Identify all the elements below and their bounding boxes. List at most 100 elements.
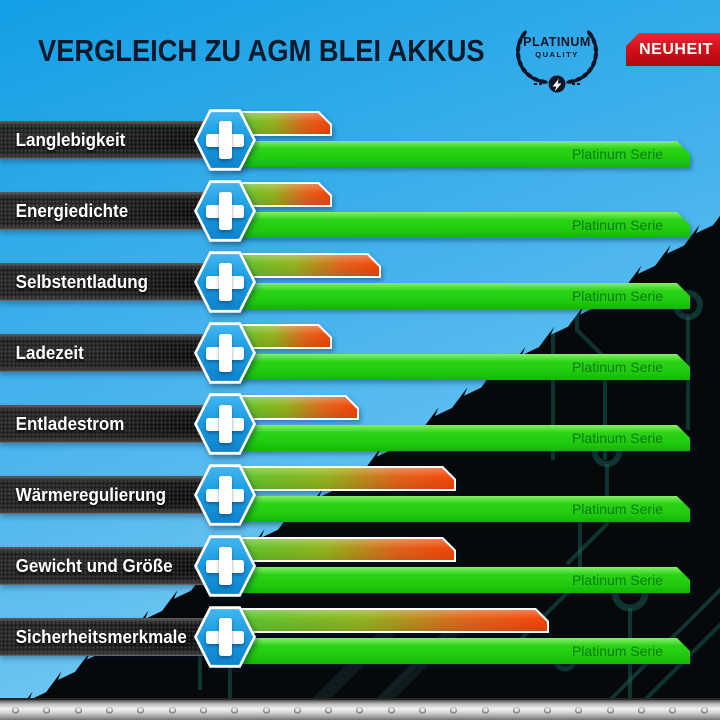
platinum-series-label: Platinum Serie bbox=[571, 146, 663, 162]
feature-label-bar: Sicherheitsmerkmale bbox=[0, 618, 218, 656]
plus-hexagon-icon bbox=[194, 534, 256, 598]
rivet-icon bbox=[231, 706, 239, 714]
agm-bar bbox=[230, 608, 549, 633]
agm-bar-fill bbox=[232, 539, 454, 560]
rivet-icon bbox=[575, 706, 583, 714]
rivet-icon bbox=[638, 706, 646, 714]
rivet-icon bbox=[419, 706, 426, 714]
platinum-series-label: Platinum Serie bbox=[571, 501, 663, 517]
rivet-icon bbox=[168, 706, 176, 714]
platinum-bar-fill: Platinum Serie bbox=[230, 212, 690, 238]
metal-strip bbox=[0, 698, 720, 720]
comparison-row: Gewicht und Größe Platinum Serie bbox=[0, 530, 720, 602]
comparison-row: Entladestrom Platinum Serie bbox=[0, 388, 720, 460]
agm-bar-fill bbox=[232, 184, 330, 205]
rivet-icon bbox=[387, 706, 395, 714]
platinum-series-label: Platinum Serie bbox=[571, 217, 663, 233]
platinum-bar: Platinum Serie bbox=[230, 354, 690, 380]
rivet-icon bbox=[199, 706, 207, 714]
platinum-series-label: Platinum Serie bbox=[571, 643, 663, 659]
rivet-icon bbox=[12, 706, 20, 714]
platinum-bar-fill: Platinum Serie bbox=[230, 638, 690, 664]
platinum-bar: Platinum Serie bbox=[230, 141, 690, 167]
agm-bar bbox=[230, 537, 456, 562]
rivet-icon bbox=[544, 706, 552, 714]
plus-hexagon-icon bbox=[194, 321, 256, 385]
neuheit-ribbon: NEUHEIT bbox=[626, 33, 720, 66]
rivet-icon bbox=[450, 706, 458, 714]
rivet-icon bbox=[137, 706, 145, 714]
comparison-row: Energiedichte Platinum Serie bbox=[0, 175, 720, 247]
comparison-row: Ladezeit Platinum Serie bbox=[0, 317, 720, 389]
platinum-quality-badge: PLATINUM QUALITY bbox=[516, 30, 598, 93]
rivet-icon bbox=[356, 706, 364, 714]
rivet-icon bbox=[481, 706, 489, 714]
platinum-bar: Platinum Serie bbox=[230, 567, 690, 593]
feature-label: Langlebigkeit bbox=[15, 129, 126, 150]
rivet-icon bbox=[43, 706, 51, 714]
badge-line1: PLATINUM bbox=[523, 35, 591, 49]
plus-hexagon-icon bbox=[194, 463, 256, 527]
platinum-bar: Platinum Serie bbox=[230, 212, 690, 238]
feature-label: Wärmeregulierung bbox=[15, 484, 167, 505]
feature-label-bar: Energiedichte bbox=[0, 192, 218, 230]
rivet-icon bbox=[74, 706, 82, 714]
feature-label-bar: Selbstentladung bbox=[0, 263, 218, 301]
agm-bar bbox=[230, 253, 381, 278]
ribbon-label: NEUHEIT bbox=[639, 40, 713, 58]
feature-label-bar: Ladezeit bbox=[0, 334, 218, 372]
platinum-bar-fill: Platinum Serie bbox=[230, 425, 690, 451]
platinum-bar-fill: Platinum Serie bbox=[230, 567, 690, 593]
agm-bar-fill bbox=[232, 397, 357, 418]
agm-bar-fill bbox=[232, 468, 454, 489]
platinum-series-label: Platinum Serie bbox=[571, 430, 663, 446]
platinum-bar-fill: Platinum Serie bbox=[230, 141, 690, 167]
plus-hexagon-icon bbox=[194, 108, 256, 172]
agm-bar bbox=[230, 466, 456, 491]
platinum-series-label: Platinum Serie bbox=[571, 572, 663, 588]
agm-bar-fill bbox=[232, 326, 330, 347]
rivet-icon bbox=[700, 706, 708, 714]
platinum-series-label: Platinum Serie bbox=[571, 288, 663, 304]
agm-bar-fill bbox=[232, 255, 379, 276]
rivet-icon bbox=[325, 706, 333, 714]
feature-label-bar: Gewicht und Größe bbox=[0, 547, 218, 585]
platinum-bar-fill: Platinum Serie bbox=[230, 496, 690, 522]
lightning-bolt-icon bbox=[552, 78, 562, 92]
feature-label: Gewicht und Größe bbox=[15, 555, 173, 576]
rivet-icon bbox=[106, 706, 114, 714]
page-title: VERGLEICH ZU AGM BLEI AKKUS bbox=[38, 33, 485, 68]
jagged-edge bbox=[0, 215, 720, 720]
feature-label: Energiedichte bbox=[15, 200, 129, 221]
rivet-icon bbox=[512, 706, 520, 714]
badge-line2: QUALITY bbox=[535, 50, 578, 59]
feature-label-bar: Entladestrom bbox=[0, 405, 218, 443]
rivet-icon bbox=[293, 706, 301, 714]
platinum-bar: Platinum Serie bbox=[230, 638, 690, 664]
plus-hexagon-icon bbox=[194, 392, 256, 456]
rivet-icon bbox=[669, 706, 677, 714]
platinum-bar-fill: Platinum Serie bbox=[230, 283, 690, 309]
platinum-bar-fill: Platinum Serie bbox=[230, 354, 690, 380]
platinum-bar: Platinum Serie bbox=[230, 425, 690, 451]
platinum-series-label: Platinum Serie bbox=[571, 359, 663, 375]
platinum-bar: Platinum Serie bbox=[230, 283, 690, 309]
plus-hexagon-icon bbox=[194, 179, 256, 243]
feature-label: Entladestrom bbox=[15, 413, 125, 434]
feature-label: Selbstentladung bbox=[15, 271, 149, 292]
agm-bar-fill bbox=[232, 610, 547, 631]
platinum-bar: Platinum Serie bbox=[230, 496, 690, 522]
feature-label-bar: Wärmeregulierung bbox=[0, 476, 218, 514]
rivet-icon bbox=[606, 706, 614, 714]
comparison-row: Selbstentladung Platinum Serie bbox=[0, 246, 720, 318]
comparison-row: Langlebigkeit Platinum Serie bbox=[0, 104, 720, 176]
plus-hexagon-icon bbox=[194, 250, 256, 314]
comparison-row: Sicherheitsmerkmale Platinum Serie bbox=[0, 601, 720, 673]
feature-label: Ladezeit bbox=[15, 342, 84, 363]
feature-label: Sicherheitsmerkmale bbox=[15, 626, 187, 647]
agm-bar-fill bbox=[232, 113, 330, 134]
feature-label-bar: Langlebigkeit bbox=[0, 121, 218, 159]
plus-hexagon-icon bbox=[194, 605, 256, 669]
